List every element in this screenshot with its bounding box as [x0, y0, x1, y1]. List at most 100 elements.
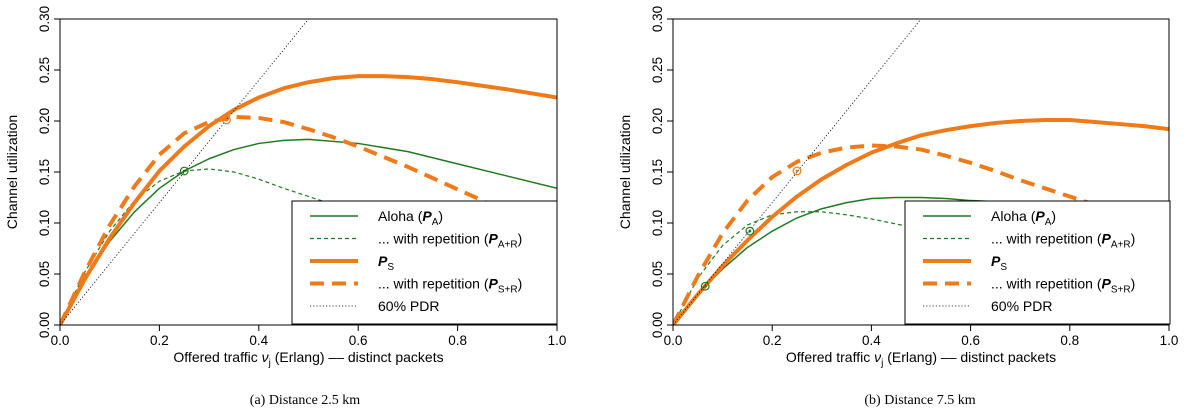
legend-text-part: Aloha ( [378, 208, 423, 224]
legend-text-part: ... with repetition ( [991, 276, 1102, 292]
y-tick-label: 0.05 [650, 261, 665, 287]
legend-label-slotted: PS [991, 253, 1007, 273]
x-axis-title-symbol: ν [874, 349, 881, 365]
legend-subscript: S [387, 262, 394, 273]
plot-area [673, 19, 1169, 325]
legend-text-part: ) [1131, 276, 1136, 292]
legend-subscript: A [432, 217, 439, 228]
legend: Aloha (PA)... with repetition (PA+R)PS..… [904, 200, 1171, 325]
x-axis-title: Offered traffic νj (Erlang) –– distinct … [786, 349, 1056, 369]
x-tick-label: 0.4 [862, 333, 881, 348]
panel-caption: (b) Distance 7.5 km [864, 393, 975, 408]
y-axis-title: Channel utilization [4, 115, 20, 229]
series-line-slotted [60, 74, 557, 325]
legend-text-part: 60% PDR [378, 298, 439, 314]
x-tick-label: 0.2 [763, 333, 782, 348]
marker-slotted [792, 166, 802, 176]
marker-dot-slotted [795, 169, 799, 173]
legend-label-slotted_rep: ... with repetition (PS+R) [378, 276, 522, 296]
x-axis-title-subscript: j [268, 358, 271, 369]
x-tick-label: 0.6 [961, 333, 980, 348]
y-tick-label: 0.25 [37, 57, 52, 83]
y-tick-label: 0.00 [37, 312, 52, 338]
y-tick-label: 0.05 [37, 261, 52, 287]
legend-symbol: P [991, 253, 1001, 269]
legend-symbol: P [489, 231, 499, 247]
legend-subscript: S+R [1111, 285, 1131, 296]
marker-aloha [179, 166, 189, 176]
y-tick-label: 0.20 [37, 108, 52, 134]
panel-caption: (a) Distance 2.5 km [250, 393, 361, 408]
legend-text-part: 60% PDR [991, 298, 1052, 314]
y-tick-label: 0.15 [650, 159, 665, 185]
legend-subscript: A [1045, 217, 1052, 228]
x-axis-title-subscript: j [880, 358, 883, 369]
legend-text-part: Aloha ( [991, 208, 1036, 224]
legend: Aloha (PA)... with repetition (PA+R)PS..… [291, 200, 558, 325]
plot-area [60, 19, 557, 325]
marker-aloha [700, 281, 710, 291]
y-tick-label: 0.00 [650, 312, 665, 338]
x-tick-label: 0.2 [150, 333, 169, 348]
series-line-slotted [673, 117, 1169, 325]
series-line-slotted_rep [60, 114, 494, 325]
legend-text-part: ) [518, 276, 523, 292]
marker-dot-aloha [182, 169, 186, 173]
y-tick-label: 0.10 [650, 210, 665, 236]
series-line-aloha [60, 138, 557, 325]
legend-symbol: P [1035, 208, 1045, 224]
legend-label-pdr: 60% PDR [378, 298, 439, 314]
x-tick-label: 0.4 [249, 333, 268, 348]
y-tick-label: 0.30 [37, 6, 52, 32]
x-axis-title-pre: Offered traffic [786, 349, 874, 365]
legend-text-part: ) [518, 231, 523, 247]
x-axis-title-symbol: ν [262, 349, 269, 365]
series-line-aloha [673, 196, 1021, 325]
legend-label-aloha: Aloha (PA) [991, 208, 1056, 228]
series-line-aloha_rep [60, 168, 384, 325]
legend-symbol: P [1102, 231, 1112, 247]
marker-dot-slotted [225, 118, 228, 122]
legend-symbol: P [1102, 276, 1112, 292]
x-tick-label: 0.0 [51, 333, 70, 348]
legend-symbol: P [378, 253, 388, 269]
x-axis-title-post: (Erlang) –– distinct packets [271, 349, 444, 365]
y-tick-label: 0.15 [37, 159, 52, 185]
y-tick-label: 0.20 [650, 108, 665, 134]
legend-text-part: ... with repetition ( [991, 231, 1102, 247]
chart-panel-a: 0.0 0.2 0.4 0.6 0.8 1.0 0.00 0.05 0.10 0.15 0.20 0.… [4, 6, 566, 408]
legend-subscript: S+R [498, 285, 518, 296]
x-tick-label: 0.0 [664, 333, 683, 348]
legend-symbol: P [489, 276, 499, 292]
y-tick-label: 0.25 [650, 57, 665, 83]
legend-label-slotted_rep: ... with repetition (PS+R) [991, 276, 1135, 296]
legend-text-part: ... with repetition ( [378, 231, 489, 247]
x-tick-label: 1.0 [1160, 333, 1179, 348]
legend-subscript: A+R [498, 240, 518, 251]
y-tick-label: 0.30 [650, 6, 665, 32]
marker-dot-aloha [703, 284, 707, 288]
chart-panel-b: 0.0 0.2 0.4 0.6 0.8 1.0 0.00 0.05 0.10 0.15 0.20 0.… [617, 6, 1178, 408]
marker-aloha [745, 226, 755, 236]
legend-symbol: P [422, 208, 432, 224]
x-tick-label: 0.8 [1060, 333, 1079, 348]
y-axis-title: Channel utilization [617, 115, 633, 229]
legend-subscript: S [1000, 262, 1007, 273]
legend-label-slotted: PS [378, 253, 394, 273]
legend-label-aloha_rep: ... with repetition (PA+R) [378, 231, 522, 251]
x-axis-title: Offered traffic νj (Erlang) –– distinct … [173, 349, 443, 369]
x-axis-title-post: (Erlang) –– distinct packets [883, 349, 1056, 365]
x-tick-label: 0.6 [349, 333, 368, 348]
legend-text-part: ) [438, 208, 443, 224]
legend-label-aloha_rep: ... with repetition (PA+R) [991, 231, 1135, 251]
legend-text-part: ... with repetition ( [378, 276, 489, 292]
x-axis-title-pre: Offered traffic [173, 349, 261, 365]
legend-text-part: ) [1051, 208, 1056, 224]
marker-dot-aloha [748, 229, 752, 233]
x-tick-label: 1.0 [548, 333, 567, 348]
y-tick-label: 0.10 [37, 210, 52, 236]
legend-text-part: ) [1131, 231, 1136, 247]
series-line-aloha_rep [673, 211, 922, 325]
x-tick-label: 0.8 [448, 333, 467, 348]
